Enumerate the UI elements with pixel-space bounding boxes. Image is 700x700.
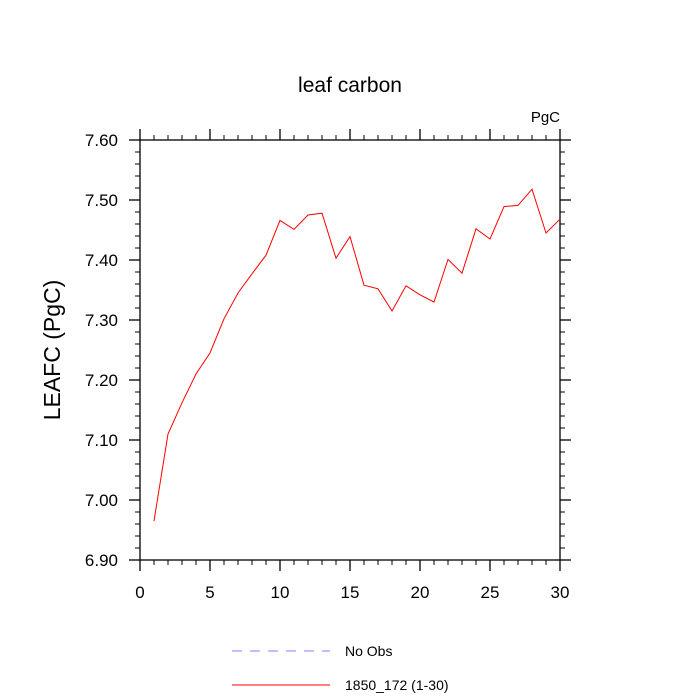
y-tick-label: 7.50 [85, 191, 118, 210]
series-line [153, 188, 561, 522]
legend-label: No Obs [345, 643, 392, 659]
legend: No Obs 1850_172 (1-30) [232, 643, 449, 693]
y-tick-label: 7.00 [85, 491, 118, 510]
units-label: PgC [531, 109, 560, 126]
y-tick-label: 7.30 [85, 311, 118, 330]
y-axis-label: LEAFC (PgC) [39, 280, 65, 421]
x-tick-label: 0 [135, 583, 144, 602]
y-tick-label: 6.90 [85, 551, 118, 570]
x-tick-label: 25 [481, 583, 500, 602]
y-tick-label: 7.60 [85, 131, 118, 150]
y-tick-label: 7.40 [85, 251, 118, 270]
x-tick-label: 30 [551, 583, 570, 602]
y-tick-label: 7.10 [85, 431, 118, 450]
x-tick-label: 10 [271, 583, 290, 602]
x-tick-label: 15 [341, 583, 360, 602]
plot-area: 0 5 10 15 20 25 30 6.90 7.00 7.10 7.20 7.30 7.40 7.50… [85, 129, 571, 602]
x-tick-label: 5 [205, 583, 214, 602]
plot-frame [139, 139, 561, 561]
chart-title: leaf carbon [298, 74, 402, 97]
legend-label: 1850_172 (1-30) [345, 677, 449, 693]
x-tick-label: 20 [411, 583, 430, 602]
y-tick-label: 7.20 [85, 371, 118, 390]
